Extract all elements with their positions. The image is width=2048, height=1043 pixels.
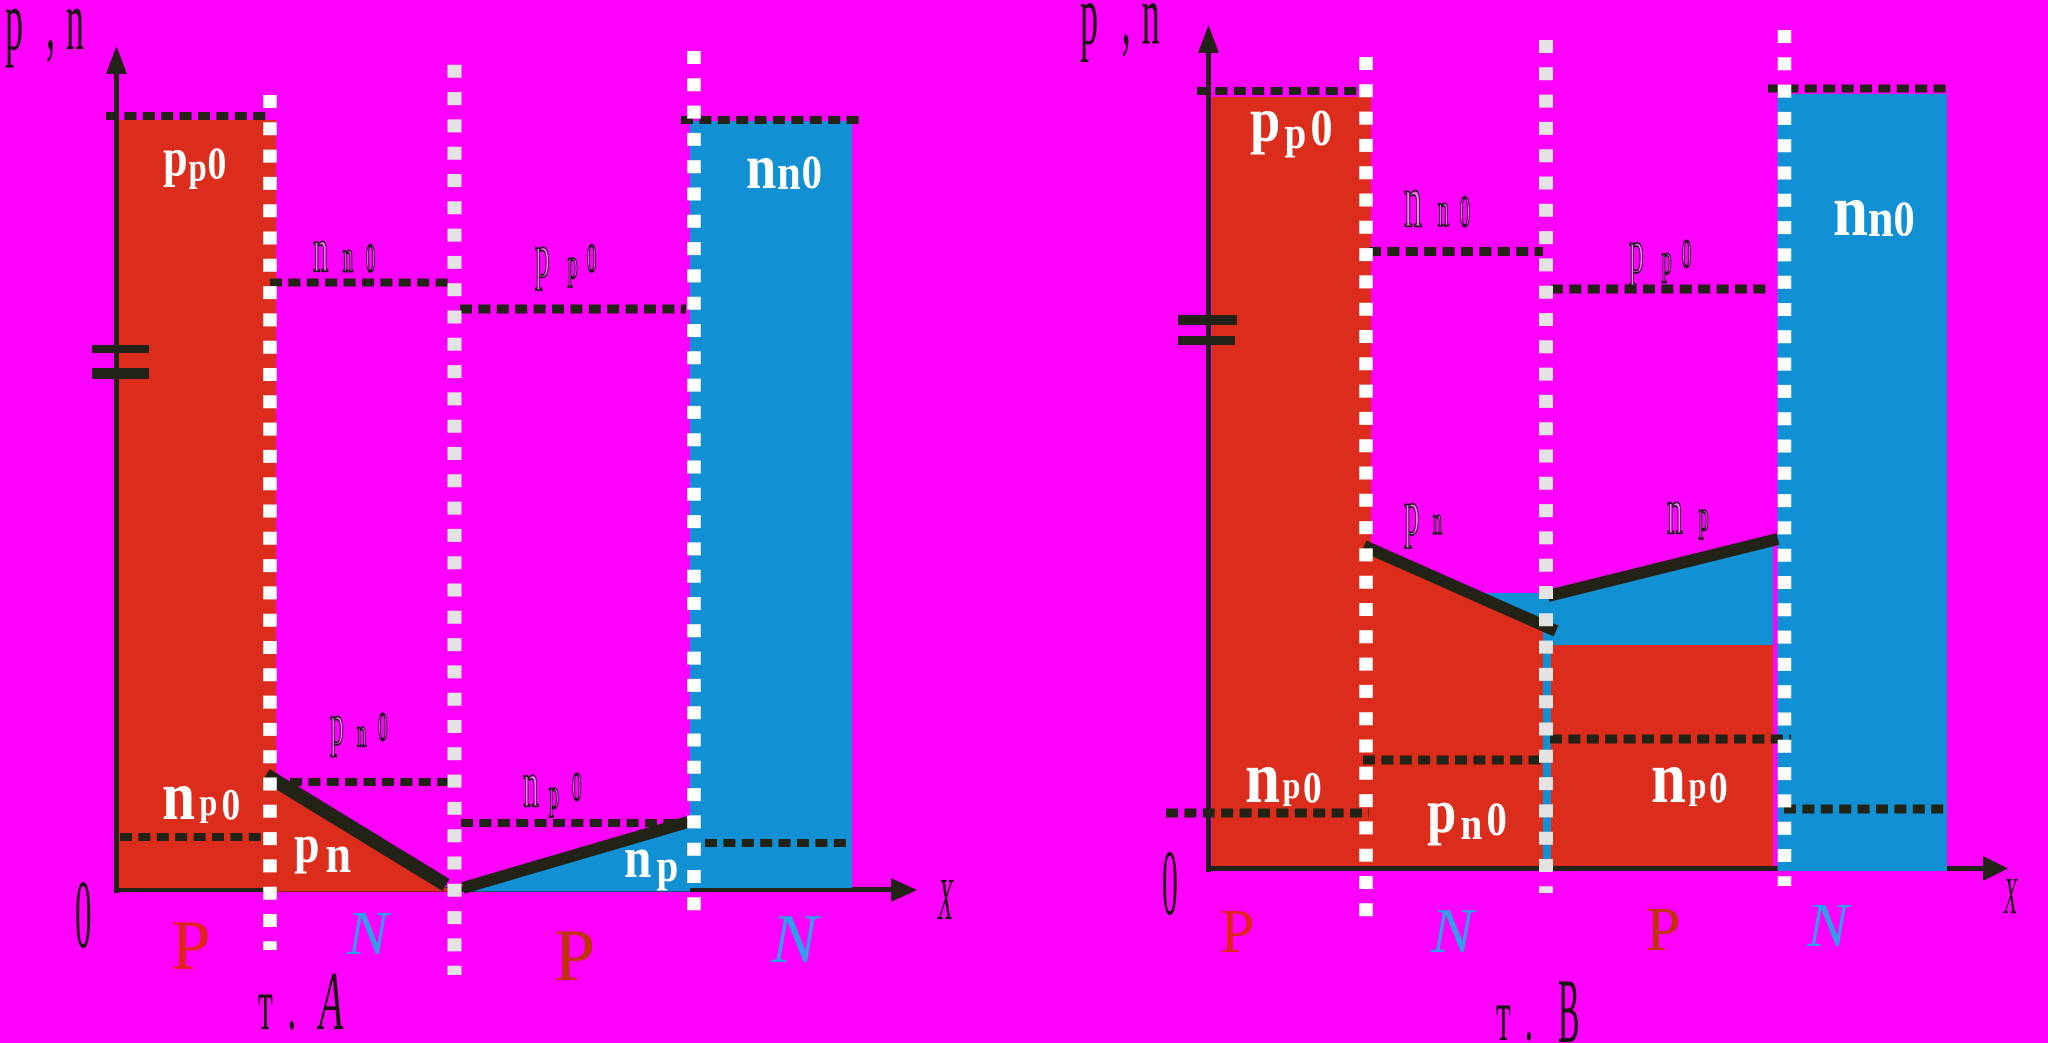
svg-text:A: A bbox=[317, 956, 344, 1043]
svg-text:P: P bbox=[1646, 896, 1680, 964]
svg-text:X: X bbox=[937, 867, 955, 932]
svg-text:pp0: pp0 bbox=[535, 222, 596, 291]
svg-text:pp0: pp0 bbox=[1250, 84, 1337, 159]
svg-text:nn0: nn0 bbox=[313, 214, 375, 285]
svg-text:pn: pn bbox=[1404, 478, 1442, 549]
svg-text:0: 0 bbox=[1162, 832, 1178, 935]
svg-text:B: B bbox=[1558, 961, 1579, 1043]
svg-text:N: N bbox=[770, 901, 821, 978]
svg-text:0: 0 bbox=[75, 860, 91, 968]
svg-text:pn0: pn0 bbox=[330, 692, 388, 757]
svg-text:np: np bbox=[1667, 476, 1709, 549]
svg-text:N: N bbox=[346, 900, 392, 968]
svg-text:pp0: pp0 bbox=[1629, 217, 1691, 286]
svg-text:N: N bbox=[1430, 895, 1477, 966]
svg-text:P: P bbox=[554, 915, 595, 997]
svg-text:P: P bbox=[171, 907, 211, 985]
svg-text:np0: np0 bbox=[523, 749, 582, 822]
svg-text:nn0: nn0 bbox=[1404, 160, 1470, 243]
svg-text:P: P bbox=[1220, 898, 1254, 966]
svg-text:X: X bbox=[2003, 866, 2018, 925]
svg-text:nn0: nn0 bbox=[1833, 169, 1915, 251]
svg-text:N: N bbox=[1806, 892, 1852, 960]
